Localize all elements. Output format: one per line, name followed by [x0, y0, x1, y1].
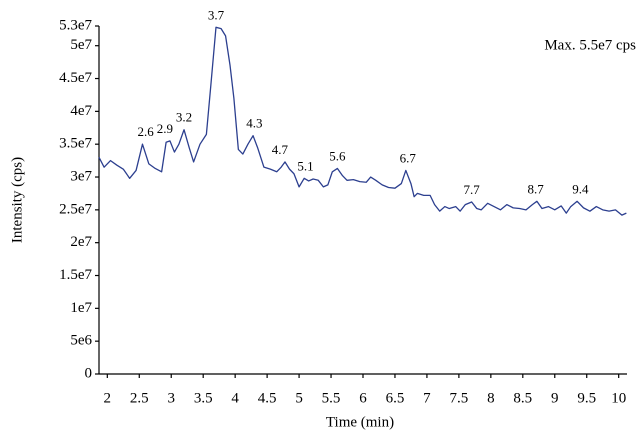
x-tick-label: 6 — [359, 390, 367, 406]
y-axis-title: Intensity (cps) — [9, 157, 25, 243]
x-tick-label: 2.5 — [130, 390, 149, 406]
intensity-line — [98, 26, 627, 216]
y-tick-label: 2.5e7 — [59, 201, 92, 217]
x-tick-label: 2 — [104, 390, 112, 406]
x-tick-label: 7.5 — [450, 390, 469, 406]
y-tick-label: 5.3e7 — [59, 17, 92, 33]
y-tick-label: 1e7 — [70, 300, 92, 316]
peak-label: 7.7 — [464, 182, 481, 197]
y-tick-label: 2e7 — [70, 234, 92, 250]
peak-label: 3.2 — [176, 110, 192, 125]
x-tick-label: 4 — [231, 390, 239, 406]
peak-label: 6.7 — [400, 150, 417, 165]
x-tick-label: 5.5 — [322, 390, 341, 406]
y-tick-label: 3e7 — [70, 168, 92, 184]
y-tick-label: 4.5e7 — [59, 70, 92, 86]
y-tick-label: 0 — [85, 365, 93, 381]
y-tick-label: 5e6 — [70, 333, 92, 349]
peak-label: 5.6 — [329, 148, 346, 163]
x-axis-title: Time (min) — [326, 414, 394, 430]
y-tick-label: 3.5e7 — [59, 136, 92, 152]
y-tick-label: 5e7 — [70, 37, 92, 53]
x-tick-label: 3.5 — [194, 390, 213, 406]
peak-label: 5.1 — [297, 158, 313, 173]
x-tick-label: 9.5 — [577, 390, 596, 406]
x-tick-label: 4.5 — [258, 390, 277, 406]
y-tick-label: 4e7 — [70, 103, 92, 119]
x-tick-label: 6.5 — [386, 390, 405, 406]
x-tick-label: 10 — [611, 390, 626, 406]
peak-label: 2.9 — [157, 121, 173, 136]
peak-label: 4.7 — [272, 142, 289, 157]
x-tick-label: 5 — [295, 390, 303, 406]
x-tick-label: 8.5 — [513, 390, 532, 406]
x-tick-label: 7 — [423, 390, 431, 406]
peak-label: 8.7 — [527, 181, 544, 196]
x-tick-label: 8 — [487, 390, 495, 406]
peak-label: 4.3 — [246, 116, 262, 131]
peak-label: 9.4 — [572, 181, 589, 196]
peak-label: 2.6 — [138, 124, 155, 139]
x-tick-label: 9 — [551, 390, 559, 406]
y-tick-label: 1.5e7 — [59, 267, 92, 283]
x-tick-label: 3 — [167, 390, 175, 406]
max-annotation: Max. 5.5e7 cps — [544, 37, 636, 53]
peak-label: 3.7 — [208, 7, 225, 22]
